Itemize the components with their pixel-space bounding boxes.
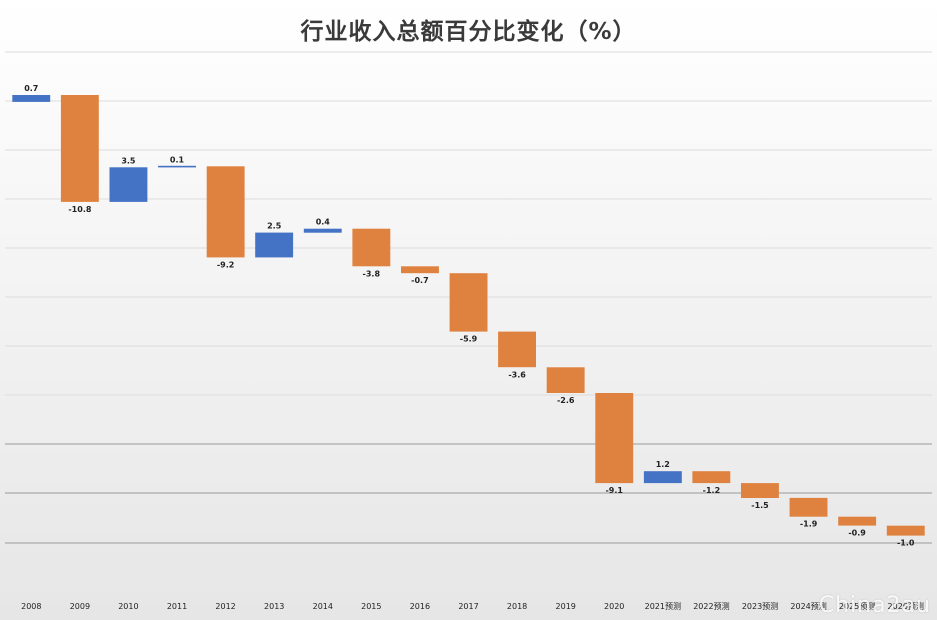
bar-2022预测: [692, 471, 731, 484]
data-label-2025预测: -0.9: [848, 529, 866, 538]
x-axis-ticks: 2008 2009 2010 2011 2012 2013 2014 2015 2016 2017…: [21, 601, 924, 611]
bar-2012: [206, 166, 245, 258]
x-tick-2025预测: 2025预测: [839, 601, 875, 611]
data-label-2012: -9.2: [217, 260, 235, 269]
data-label-2011: 0.1: [170, 155, 185, 164]
bar-2008: [12, 95, 51, 102]
x-tick-2012: 2012: [215, 602, 235, 611]
x-tick-2026预测: 2026预测: [888, 601, 924, 611]
bar-2009: [60, 95, 99, 202]
bar-2026预测: [886, 525, 925, 536]
data-label-2010: 3.5: [121, 156, 136, 165]
x-tick-2015: 2015: [361, 602, 381, 611]
x-tick-2009: 2009: [70, 602, 90, 611]
x-tick-2014: 2014: [313, 602, 333, 611]
data-label-2016: -0.7: [411, 276, 429, 285]
x-tick-2019: 2019: [556, 602, 576, 611]
x-tick-2024预测: 2024预测: [790, 601, 826, 611]
watermark: China2au: [818, 593, 931, 618]
x-tick-2021预测: 2021预测: [645, 601, 681, 611]
bar-2019: [546, 367, 585, 393]
data-label-2009: -10.8: [68, 205, 91, 214]
data-label-2019: -2.6: [557, 396, 575, 405]
x-tick-2013: 2013: [264, 602, 284, 611]
data-label-2021预测: 1.2: [656, 460, 670, 469]
x-tick-2016: 2016: [410, 602, 430, 611]
bar-2016: [401, 266, 439, 274]
x-tick-2008: 2008: [21, 602, 41, 611]
chart-title: 行业收入总额百分比变化（%）: [300, 19, 637, 45]
bar-2011: [158, 165, 196, 168]
data-label-2018: -3.6: [508, 370, 526, 379]
x-tick-2017: 2017: [458, 602, 478, 611]
bar-2025预测: [838, 516, 877, 526]
bar-2020: [595, 393, 634, 484]
data-labels: 0.7 -10.8 3.5 0.1 -9.2 2.5 0.4 -3.8 -0.7 -5.9 -3.6…: [24, 84, 915, 548]
data-label-2013: 2.5: [267, 222, 282, 231]
x-tick-2022预测: 2022预测: [693, 601, 729, 611]
bar-2018: [498, 331, 536, 368]
data-label-2015: -3.8: [363, 269, 381, 278]
data-label-2020: -9.1: [605, 486, 623, 495]
bar-2015: [352, 228, 391, 267]
bar-2013: [255, 232, 294, 258]
bar-2021预测: [643, 471, 682, 484]
bar-2023预测: [741, 483, 779, 498]
data-label-2008: 0.7: [24, 84, 38, 93]
data-label-2026预测: -1.0: [897, 539, 915, 548]
x-tick-2020: 2020: [604, 602, 624, 611]
x-tick-2023预测: 2023预测: [742, 601, 778, 611]
data-label-2014: 0.4: [316, 218, 331, 227]
bar-2010: [109, 167, 148, 202]
data-label-2023预测: -1.5: [751, 501, 769, 510]
bar-2014: [303, 228, 342, 233]
data-label-2017: -5.9: [460, 335, 478, 344]
x-tick-2010: 2010: [118, 602, 138, 611]
x-tick-2011: 2011: [167, 602, 187, 611]
x-tick-2018: 2018: [507, 602, 527, 611]
bar-2017: [449, 273, 488, 332]
bars: [12, 95, 925, 536]
bar-2024预测: [789, 497, 828, 517]
data-label-2022预测: -1.2: [703, 486, 721, 495]
data-label-2024预测: -1.9: [800, 520, 818, 529]
